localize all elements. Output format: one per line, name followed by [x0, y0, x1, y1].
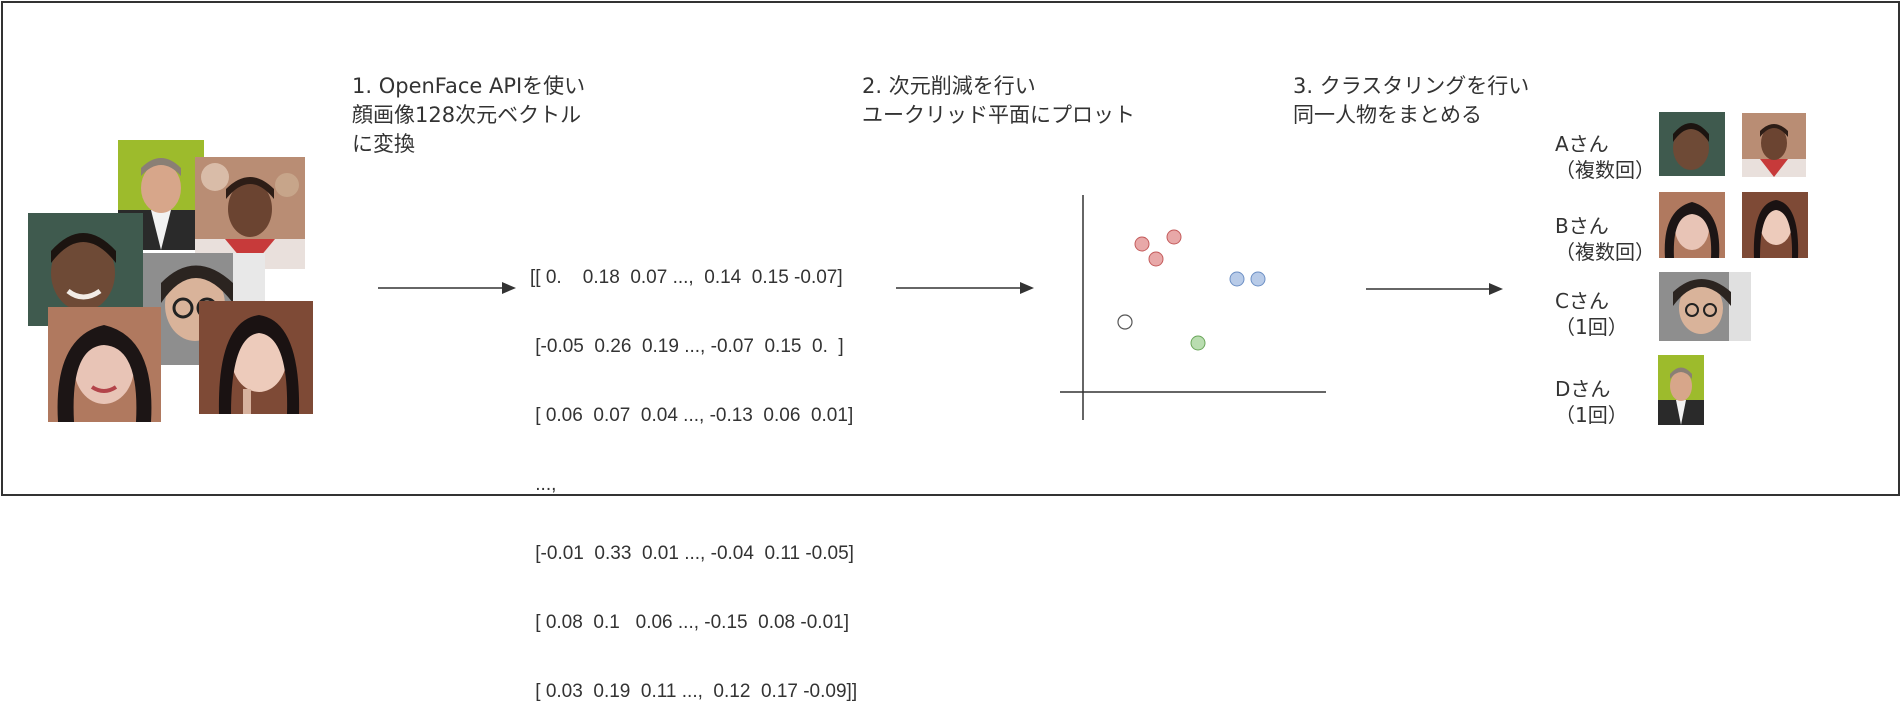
- cluster-d-label: Dさん （1回）: [1555, 376, 1628, 428]
- step-2-line-1: 2. 次元削減を行い: [862, 74, 1036, 98]
- cluster-c-label: Cさん （1回）: [1555, 288, 1628, 340]
- step-3-caption: 3. クラスタリングを行い 同一人物をまとめる: [1293, 72, 1529, 130]
- face-photo-icon: [1658, 355, 1704, 425]
- step-3-line-1: 3. クラスタリングを行い: [1293, 74, 1530, 98]
- matrix-row: [ 0.03 0.19 0.11 ..., 0.12 0.17 -0.09]]: [530, 681, 858, 702]
- step-1-line-3: に変換: [352, 132, 415, 156]
- cluster-b-count: （複数回）: [1555, 240, 1655, 264]
- matrix-row: ...,: [530, 474, 557, 495]
- scatter-plot-icon: [1060, 195, 1326, 420]
- cluster-a-name: Aさん: [1555, 132, 1609, 156]
- cluster-a-label: Aさん （複数回）: [1555, 131, 1655, 183]
- step-1-line-2: 顔画像128次元ベクトル: [352, 103, 582, 127]
- step-2-caption: 2. 次元削減を行い ユークリッド平面にプロット: [862, 72, 1135, 130]
- face-photo-icon: [199, 301, 313, 414]
- cluster-d-count: （1回）: [1555, 403, 1628, 427]
- plot-point-red: [1166, 229, 1182, 245]
- face-photo-icon: [1659, 272, 1751, 341]
- face-photo-icon: [1742, 113, 1806, 177]
- arrow-right-icon: [1366, 283, 1503, 295]
- plot-point-blue: [1250, 271, 1266, 287]
- step-3-line-2: 同一人物をまとめる: [1293, 103, 1482, 127]
- face-photo-icon: [48, 307, 161, 422]
- diagram-frame: [1, 1, 1900, 496]
- face-photo-icon: [1659, 192, 1725, 258]
- cluster-b-label: Bさん （複数回）: [1555, 213, 1655, 265]
- matrix-row: [ 0.06 0.07 0.04 ..., -0.13 0.06 0.01]: [530, 405, 854, 426]
- face-photo-icon: [1742, 192, 1808, 258]
- embedding-matrix: [[ 0. 0.18 0.07 ..., 0.14 0.15 -0.07] [-…: [530, 220, 857, 726]
- matrix-row: [-0.01 0.33 0.01 ..., -0.04 0.11 -0.05]: [530, 543, 854, 564]
- cluster-c-name: Cさん: [1555, 289, 1609, 313]
- plot-point-gray: [1117, 314, 1133, 330]
- cluster-a-count: （複数回）: [1555, 158, 1655, 182]
- face-photo-icon: [1659, 112, 1725, 176]
- step-2-line-2: ユークリッド平面にプロット: [862, 103, 1135, 127]
- cluster-c-count: （1回）: [1555, 315, 1628, 339]
- plot-point-red: [1134, 236, 1150, 252]
- plot-point-blue: [1229, 271, 1245, 287]
- arrow-right-icon: [896, 282, 1034, 294]
- matrix-row: [ 0.08 0.1 0.06 ..., -0.15 0.08 -0.01]: [530, 612, 849, 633]
- plot-point-red: [1148, 251, 1164, 267]
- cluster-d-name: Dさん: [1555, 377, 1611, 401]
- step-1-line-1: 1. OpenFace APIを使い: [352, 74, 586, 98]
- matrix-row: [-0.05 0.26 0.19 ..., -0.07 0.15 0. ]: [530, 336, 844, 357]
- cluster-b-name: Bさん: [1555, 214, 1609, 238]
- plot-point-green: [1190, 335, 1206, 351]
- step-1-caption: 1. OpenFace APIを使い 顔画像128次元ベクトル に変換: [352, 72, 585, 159]
- matrix-row: [[ 0. 0.18 0.07 ..., 0.14 0.15 -0.07]: [530, 267, 843, 288]
- arrow-right-icon: [378, 282, 516, 294]
